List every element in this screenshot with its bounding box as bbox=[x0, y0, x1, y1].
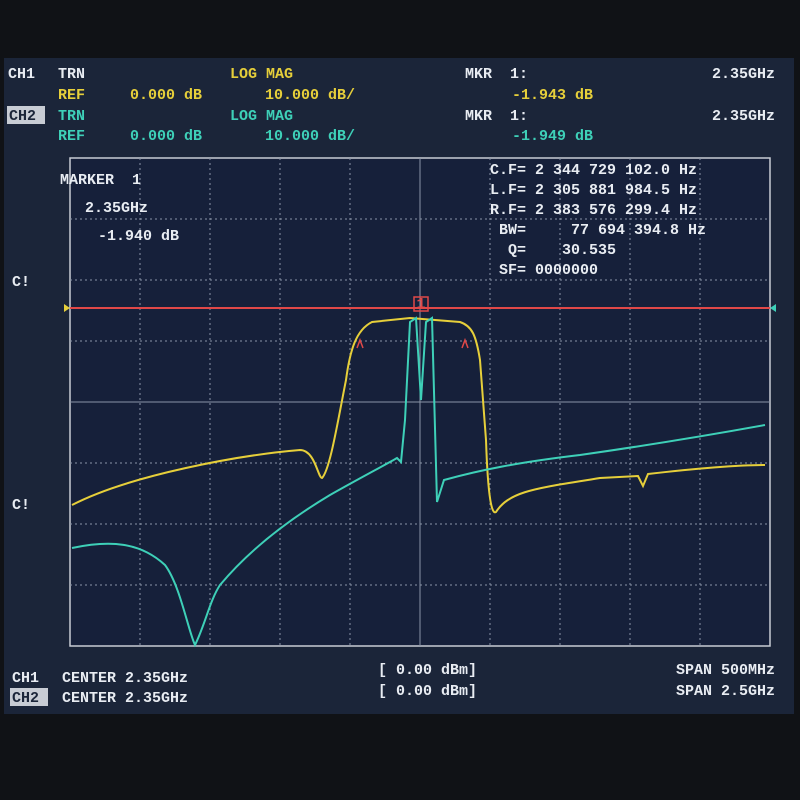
channel-label: CH1 bbox=[8, 66, 35, 83]
mode: TRN bbox=[58, 66, 85, 83]
ref: REF bbox=[58, 87, 85, 104]
span: SPAN 500MHz bbox=[676, 662, 775, 679]
marker-value: -1.949 dB bbox=[512, 128, 593, 145]
stat-line: SF= 0000000 bbox=[490, 262, 598, 279]
format: LOG MAG bbox=[230, 108, 293, 125]
marker-label: MKR 1: bbox=[465, 66, 528, 83]
power: [ 0.00 dBm] bbox=[378, 683, 477, 700]
stat-line: C.F= 2 344 729 102.0 Hz bbox=[490, 162, 697, 179]
marker-freq: 2.35GHz bbox=[712, 66, 775, 83]
channel-label: CH2 bbox=[9, 108, 36, 125]
ch1-trace bbox=[71, 316, 766, 514]
center: CENTER 2.35GHz bbox=[62, 670, 188, 687]
stat-line: Q= 30.535 bbox=[490, 242, 616, 259]
ref-pointer bbox=[770, 304, 776, 312]
marker-label: MKR 1: bbox=[465, 108, 528, 125]
channel-label: CH1 bbox=[12, 670, 39, 687]
marker-tag: 1 bbox=[416, 296, 425, 313]
scale: 10.000 dB/ bbox=[265, 87, 355, 104]
stat-line: BW= 77 694 394.8 Hz bbox=[490, 222, 706, 239]
marker-freq: 2.35GHz bbox=[712, 108, 775, 125]
marker-freq-big: 2.35GHz bbox=[85, 200, 148, 217]
side-label: C! bbox=[12, 497, 30, 514]
ref-level: 0.000 dB bbox=[130, 87, 202, 104]
ch2-trace bbox=[71, 316, 766, 648]
channel-badge bbox=[10, 688, 48, 706]
marker-box bbox=[413, 296, 429, 312]
format: LOG MAG bbox=[230, 66, 293, 83]
mode: TRN bbox=[58, 108, 85, 125]
stats: C.F= 2 344 729 102.0 Hz L.F= 2 305 881 98… bbox=[490, 162, 706, 279]
scale: 10.000 dB/ bbox=[265, 128, 355, 145]
channel-badge bbox=[7, 106, 45, 124]
channel-label: CH2 bbox=[12, 690, 39, 707]
ref: REF bbox=[58, 128, 85, 145]
marker-value-big: -1.940 dB bbox=[98, 228, 179, 245]
marker-title: MARKER 1 bbox=[60, 172, 141, 189]
bandwidth-markers bbox=[356, 337, 469, 349]
center: CENTER 2.35GHz bbox=[62, 690, 188, 707]
stat-line: R.F= 2 383 576 299.4 Hz bbox=[490, 202, 697, 219]
span: SPAN 2.5GHz bbox=[676, 683, 775, 700]
marker-value: -1.943 dB bbox=[512, 87, 593, 104]
ref-level: 0.000 dB bbox=[130, 128, 202, 145]
grid bbox=[70, 158, 770, 646]
stat-line: L.F= 2 305 881 984.5 Hz bbox=[490, 182, 697, 199]
power: [ 0.00 dBm] bbox=[378, 662, 477, 679]
ref-pointer bbox=[64, 304, 70, 312]
side-label: C! bbox=[12, 274, 30, 291]
